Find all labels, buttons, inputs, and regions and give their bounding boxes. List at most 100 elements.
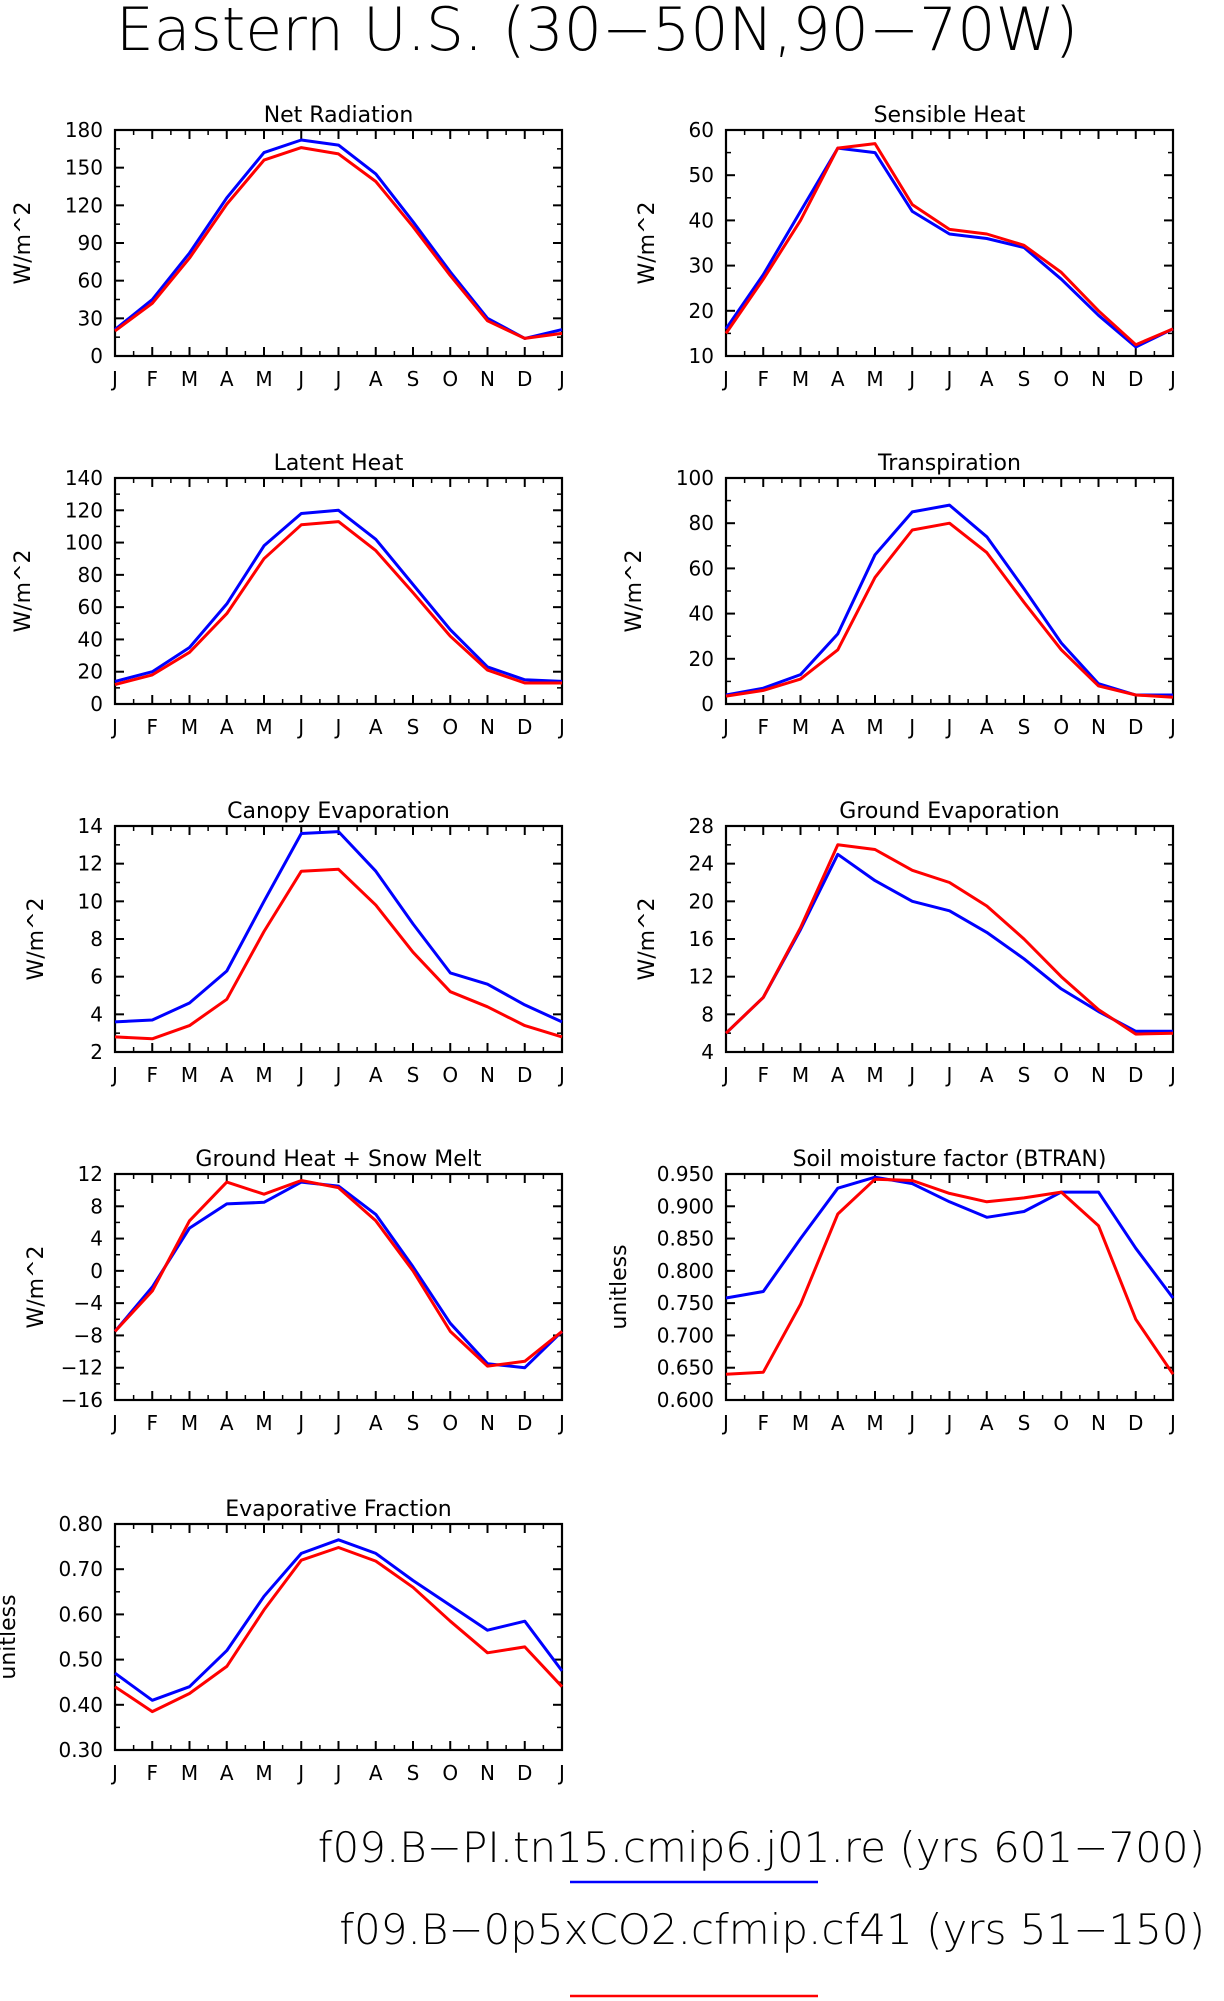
x-tick-label: J — [1168, 1411, 1176, 1435]
x-tick-label: M — [255, 1411, 272, 1435]
x-tick-label: M — [866, 1063, 883, 1087]
x-tick-label: J — [945, 715, 953, 739]
x-tick-label: D — [517, 1761, 532, 1785]
x-tick-label: J — [334, 1411, 342, 1435]
y-tick-label: 14 — [78, 814, 103, 838]
x-tick-label: F — [757, 1411, 769, 1435]
x-tick-label: N — [1091, 1063, 1106, 1087]
x-tick-label: A — [980, 367, 994, 391]
y-tick-label: 12 — [78, 1162, 103, 1186]
series-line-blue — [724, 146, 1174, 349]
y-tick-label: 6 — [90, 965, 103, 989]
y-tick-label: 0.750 — [657, 1291, 714, 1315]
y-tick-label: 0.40 — [58, 1693, 103, 1717]
y-tick-label: 0.60 — [58, 1602, 103, 1626]
x-tick-label: A — [220, 367, 234, 391]
y-tick-label: 20 — [689, 889, 714, 913]
plot-frame — [724, 476, 1175, 706]
x-tick-label: A — [831, 1411, 845, 1435]
series-line-blue — [725, 503, 1173, 697]
x-tick-label: J — [110, 715, 118, 739]
series-line-red — [725, 1177, 1175, 1376]
x-tick-label: J — [945, 1411, 953, 1435]
x-tick-label: J — [334, 715, 342, 739]
y-tick-label: −4 — [74, 1291, 103, 1315]
y-tick-label: 60 — [689, 556, 714, 580]
x-tick-label: S — [407, 1761, 420, 1785]
y-tick-label: 0.650 — [657, 1356, 714, 1380]
y-tick-label: 120 — [65, 193, 103, 217]
x-tick-label: J — [557, 1063, 565, 1087]
x-tick-label: D — [517, 715, 532, 739]
x-tick-label: J — [945, 1063, 953, 1087]
series-line-blue — [725, 1175, 1175, 1300]
panel-soil-moisture-factor-btran: Soil moisture factor (BTRAN)J F M A M J J A S O N D… — [607, 1147, 1176, 1435]
y-tick-label: 20 — [689, 647, 714, 671]
x-tick-label: F — [146, 1761, 158, 1785]
y-tick-label: 30 — [689, 254, 714, 278]
x-tick-label: M — [866, 715, 883, 739]
x-tick-label: M — [866, 1411, 883, 1435]
panel-title: Latent Heat — [274, 451, 404, 476]
x-tick-label: O — [1053, 715, 1069, 739]
y-tick-label: 2 — [90, 1040, 103, 1064]
x-tick-label: J — [907, 1063, 915, 1087]
y-tick-label: 24 — [689, 852, 714, 876]
x-tick-label: M — [866, 367, 883, 391]
series-line-red — [113, 1179, 563, 1368]
y-axis-label: unitless — [0, 1594, 21, 1679]
y-tick-label: 20 — [78, 660, 103, 684]
x-tick-label: S — [407, 367, 420, 391]
x-tick-label: M — [181, 1761, 198, 1785]
x-tick-label: J — [296, 1411, 304, 1435]
y-tick-label: −12 — [61, 1356, 103, 1380]
y-tick-label: 0.850 — [657, 1227, 714, 1251]
x-tick-label: D — [1128, 1063, 1143, 1087]
series-line-blue — [114, 508, 563, 683]
x-tick-label: A — [980, 715, 994, 739]
x-tick-label: S — [407, 1411, 420, 1435]
panel-title: Transpiration — [877, 451, 1021, 476]
y-tick-label: 40 — [689, 602, 714, 626]
x-tick-label: F — [146, 715, 158, 739]
x-tick-label: J — [110, 1411, 118, 1435]
x-tick-label: J — [110, 1063, 118, 1087]
x-tick-label: J — [296, 1063, 304, 1087]
x-tick-label: O — [442, 1411, 458, 1435]
x-tick-label: A — [220, 1063, 234, 1087]
x-tick-label: J — [907, 715, 915, 739]
y-axis-label: W/m^2 — [635, 897, 660, 980]
panel-title: Evaporative Fraction — [225, 1497, 451, 1522]
panel-title: Net Radiation — [264, 103, 414, 128]
y-tick-label: 0.900 — [657, 1194, 714, 1218]
x-tick-label: D — [1128, 1411, 1143, 1435]
y-tick-label: 0.800 — [657, 1259, 714, 1283]
series-line-red — [114, 1546, 564, 1714]
x-tick-label: J — [110, 367, 118, 391]
y-tick-label: −8 — [74, 1323, 103, 1347]
x-tick-label: N — [480, 1063, 495, 1087]
y-tick-label: 12 — [689, 965, 714, 989]
x-tick-label: D — [517, 367, 532, 391]
y-axis-label: W/m^2 — [24, 1245, 49, 1328]
x-tick-label: M — [181, 1063, 198, 1087]
x-tick-label: A — [220, 1761, 234, 1785]
y-tick-label: 150 — [65, 156, 103, 180]
x-tick-label: N — [1091, 367, 1106, 391]
y-tick-label: 4 — [90, 1227, 103, 1251]
x-tick-label: F — [757, 1063, 769, 1087]
panel-title: Canopy Evaporation — [227, 799, 450, 824]
plot-frame — [113, 824, 564, 1054]
x-tick-label: O — [442, 715, 458, 739]
x-tick-label: J — [557, 715, 565, 739]
x-tick-label: A — [831, 1063, 845, 1087]
y-tick-label: 0.50 — [58, 1648, 103, 1672]
y-tick-label: 80 — [689, 511, 714, 535]
y-tick-label: 100 — [676, 466, 714, 490]
x-tick-label: J — [721, 1063, 729, 1087]
y-tick-label: 8 — [90, 927, 103, 951]
plot-frame — [724, 1172, 1175, 1402]
